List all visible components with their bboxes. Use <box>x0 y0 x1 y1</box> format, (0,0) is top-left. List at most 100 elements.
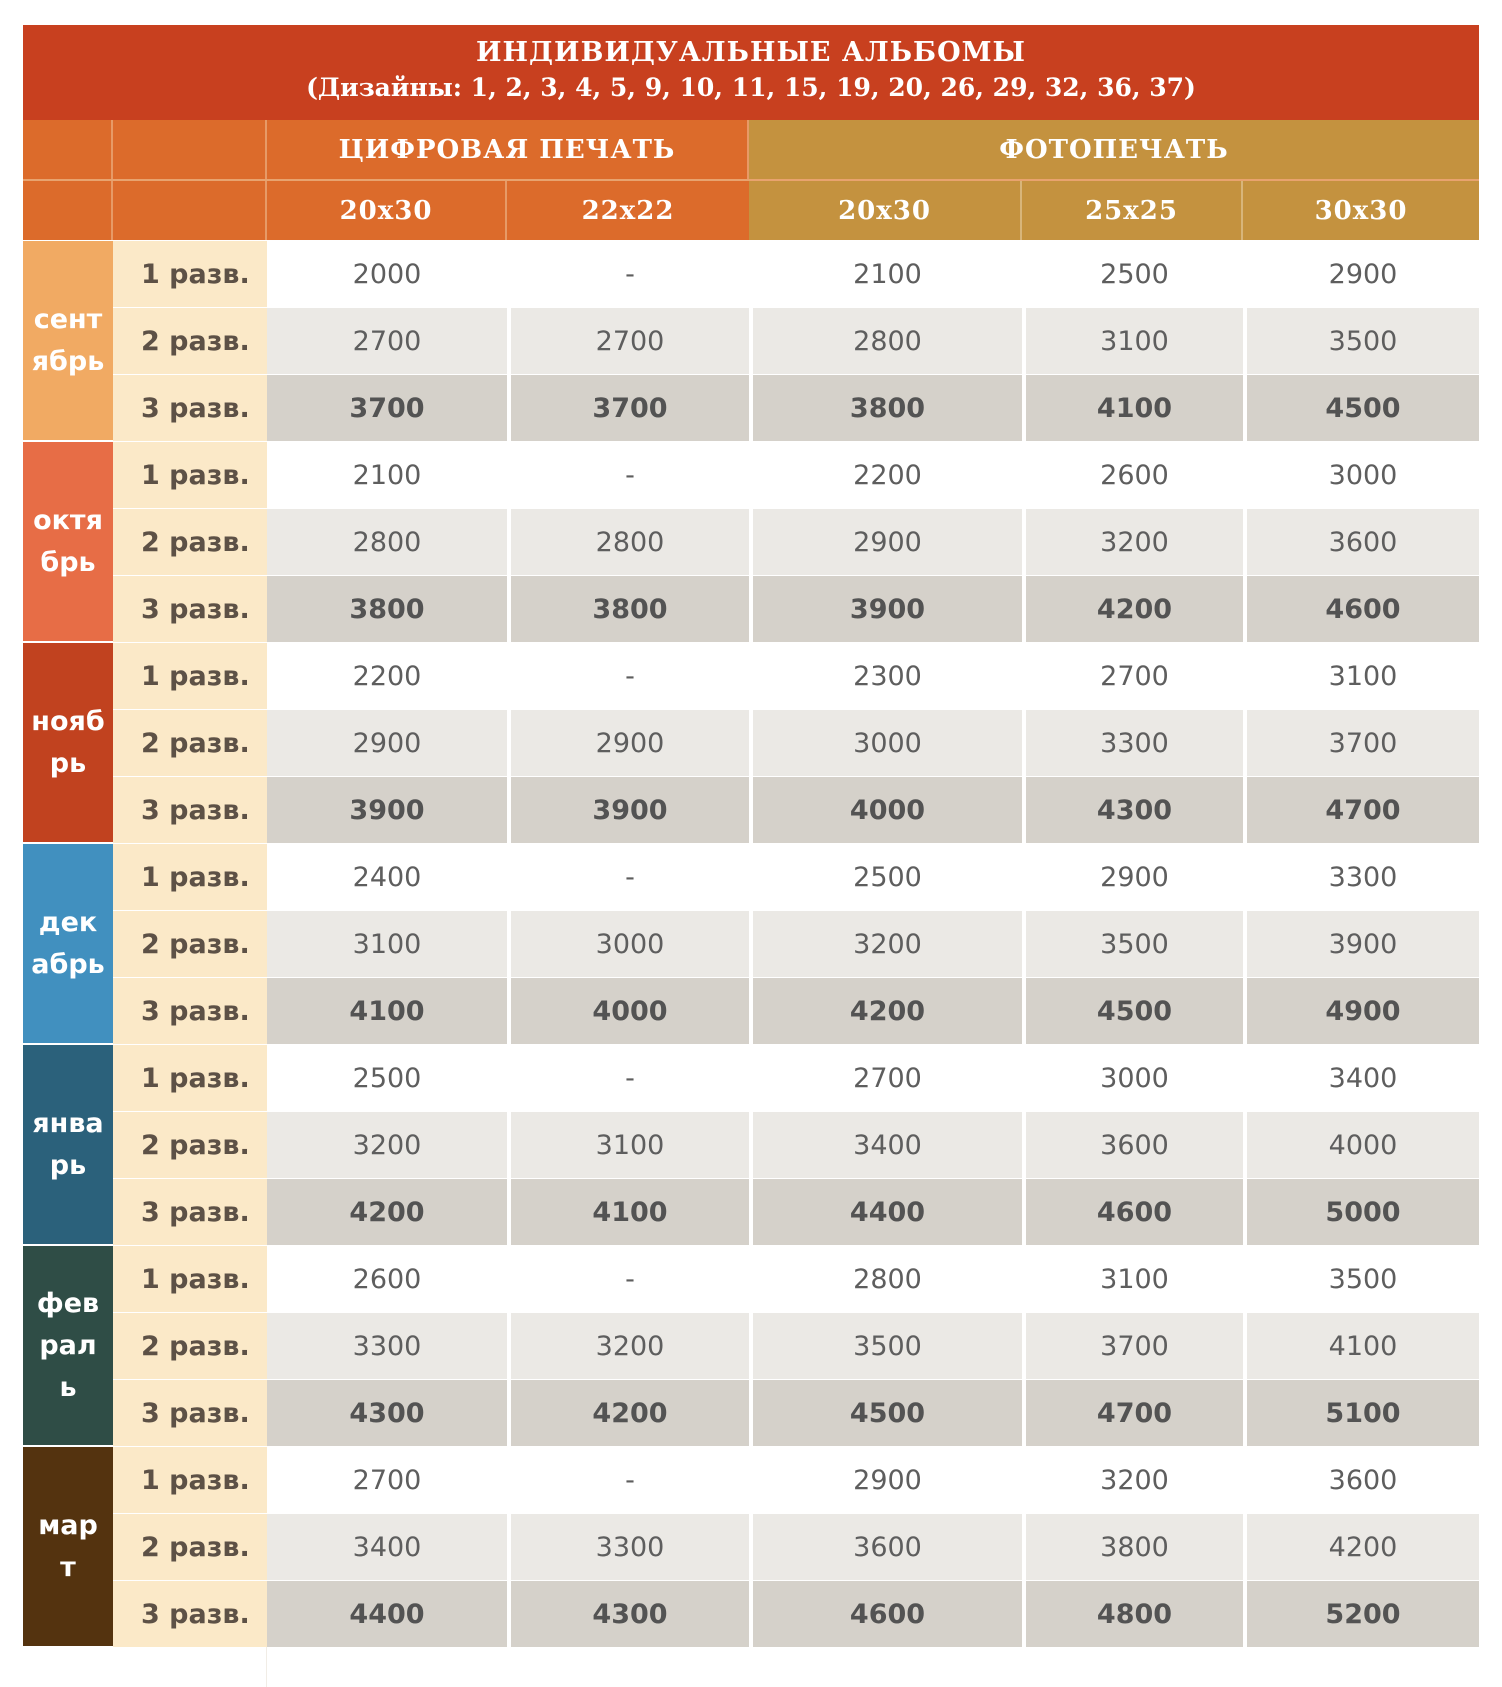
table-row: 2 разв. 3400 3300 3600 3800 4200 <box>113 1514 1479 1580</box>
table-row: 1 разв. 2600-2800 3100 3500 <box>113 1246 1479 1312</box>
price-cell: 2100 <box>749 241 1022 307</box>
price-cell: 2700 <box>1022 643 1243 709</box>
title-line-1: ИНДИВИДУАЛЬНЫЕ АЛЬБОМЫ <box>476 37 1026 68</box>
price-cell: 3900 <box>507 777 749 843</box>
spread-label: 1 разв. <box>113 1045 267 1111</box>
spread-label: 3 разв. <box>113 978 267 1044</box>
header-corner <box>113 120 267 179</box>
price-cell: 3000 <box>1022 1045 1243 1111</box>
table-row: 1 разв. 2700-2900 3200 3600 <box>113 1447 1479 1513</box>
price-cell: 3800 <box>749 375 1022 441</box>
price-cell: 3200 <box>1022 509 1243 575</box>
spread-label: 2 разв. <box>113 1313 267 1379</box>
price-cell: 3400 <box>267 1514 507 1580</box>
spread-label: 1 разв. <box>113 241 267 307</box>
price-cell: 4200 <box>507 1380 749 1446</box>
table-row: 3 разв. 3900 3900 4000 4300 4700 <box>113 777 1479 843</box>
header-corner <box>113 181 267 240</box>
month-group: ноябрь 1 разв. 2200-2300 2700 3100 2 разв. 290… <box>23 642 1479 843</box>
price-cell: 2900 <box>749 509 1022 575</box>
price-cell: 3400 <box>749 1112 1022 1178</box>
price-cell: 4100 <box>507 1179 749 1245</box>
price-cell: 4200 <box>1022 576 1243 642</box>
price-cell: - <box>507 241 749 307</box>
month-group: март 1 разв. 2700-2900 3200 3600 2 разв. 3400 3… <box>23 1446 1479 1647</box>
price-cell: 2700 <box>749 1045 1022 1111</box>
price-cell: - <box>507 1447 749 1513</box>
price-cell: 2500 <box>1022 241 1243 307</box>
table-row: 1 разв. 2500-2700 3000 3400 <box>113 1045 1479 1111</box>
table-row: 3 разв. 4300 4200 4500 4700 5100 <box>113 1380 1479 1446</box>
spread-label: 1 разв. <box>113 1447 267 1513</box>
price-cell: 2200 <box>267 643 507 709</box>
price-cell: 2600 <box>267 1246 507 1312</box>
price-cell: 3700 <box>1022 1313 1243 1379</box>
spread-label: 2 разв. <box>113 710 267 776</box>
month-label: январь <box>23 1045 113 1245</box>
price-table: ИНДИВИДУАЛЬНЫЕ АЛЬБОМЫ (Дизайны: 1, 2, 3… <box>23 25 1479 1687</box>
price-cell: 2900 <box>749 1447 1022 1513</box>
header-digital-print: ЦИФРОВАЯ ПЕЧАТЬ <box>267 120 749 179</box>
price-cell: 2800 <box>507 509 749 575</box>
table-row: 2 разв. 2900 2900 3000 3300 3700 <box>113 710 1479 776</box>
price-cell: 3100 <box>1022 1246 1243 1312</box>
month-group: январь 1 разв. 2500-2700 3000 3400 2 разв. 320… <box>23 1044 1479 1245</box>
price-cell: 2700 <box>267 1447 507 1513</box>
spread-label: 3 разв. <box>113 777 267 843</box>
price-cell: - <box>507 1045 749 1111</box>
spread-label: 1 разв. <box>113 844 267 910</box>
spread-label: 2 разв. <box>113 308 267 374</box>
price-cell: 3300 <box>1022 710 1243 776</box>
table-row: 1 разв. 2400-2500 2900 3300 <box>113 844 1479 910</box>
price-cell: 3100 <box>1243 643 1479 709</box>
spread-label: 2 разв. <box>113 911 267 977</box>
table-body: сентябрь 1 разв. 2000-2100 2500 2900 2 разв. 2… <box>23 240 1479 1647</box>
price-cell: 3700 <box>507 375 749 441</box>
price-cell: 4000 <box>1243 1112 1479 1178</box>
header-corner <box>23 181 113 240</box>
spread-label: 1 разв. <box>113 1246 267 1312</box>
price-cell: 4700 <box>1022 1380 1243 1446</box>
price-cell: 2900 <box>507 710 749 776</box>
price-cell: 2500 <box>267 1045 507 1111</box>
table-footer-space <box>23 1647 1479 1687</box>
price-cell: 4100 <box>267 978 507 1044</box>
price-cell: 3600 <box>1243 509 1479 575</box>
footer-blank <box>23 1647 113 1687</box>
price-cell: 3300 <box>1243 844 1479 910</box>
price-cell: 3500 <box>1243 308 1479 374</box>
price-cell: 3900 <box>267 777 507 843</box>
price-cell: 3500 <box>749 1313 1022 1379</box>
price-cell: 4100 <box>1243 1313 1479 1379</box>
price-cell: 3100 <box>1022 308 1243 374</box>
price-cell: 4100 <box>1022 375 1243 441</box>
price-cell: 2000 <box>267 241 507 307</box>
header-size: 25x25 <box>1022 181 1243 240</box>
table-row: 2 разв. 2700 2700 2800 3100 3500 <box>113 308 1479 374</box>
price-cell: - <box>507 844 749 910</box>
header-size: 20x30 <box>267 181 507 240</box>
price-cell: 3400 <box>1243 1045 1479 1111</box>
price-cell: 3600 <box>1022 1112 1243 1178</box>
price-cell: 3800 <box>1022 1514 1243 1580</box>
price-cell: 4300 <box>267 1380 507 1446</box>
header-size: 20x30 <box>749 181 1022 240</box>
table-row: 2 разв. 3100 3000 3200 3500 3900 <box>113 911 1479 977</box>
header-size: 22x22 <box>507 181 749 240</box>
month-label: октябрь <box>23 442 113 642</box>
price-cell: 2700 <box>267 308 507 374</box>
price-cell: 4600 <box>1243 576 1479 642</box>
title-line-2: (Дизайны: 1, 2, 3, 4, 5, 9, 10, 11, 15, … <box>306 73 1196 102</box>
price-cell: 2900 <box>1022 844 1243 910</box>
price-cell: 3900 <box>1243 911 1479 977</box>
price-cell: 4200 <box>749 978 1022 1044</box>
spread-label: 1 разв. <box>113 643 267 709</box>
price-cell: 3100 <box>267 911 507 977</box>
price-cell: 4000 <box>749 777 1022 843</box>
month-group: февраль 1 разв. 2600-2800 3100 3500 2 разв. 33… <box>23 1245 1479 1446</box>
price-cell: 3200 <box>1022 1447 1243 1513</box>
table-row: 2 разв. 3200 3100 3400 3600 4000 <box>113 1112 1479 1178</box>
price-cell: 2800 <box>749 308 1022 374</box>
price-cell: 4400 <box>749 1179 1022 1245</box>
spread-label: 1 разв. <box>113 442 267 508</box>
